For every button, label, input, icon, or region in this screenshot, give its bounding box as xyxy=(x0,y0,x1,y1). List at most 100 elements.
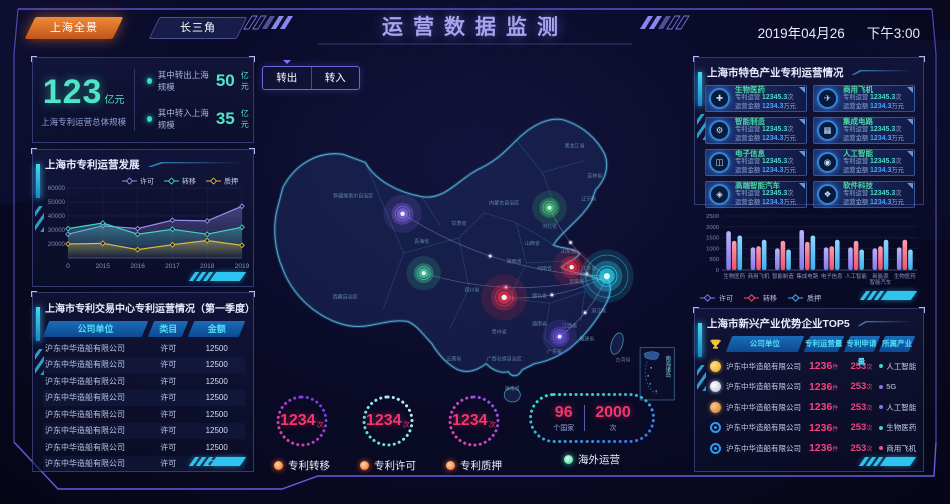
rank-cell xyxy=(705,442,726,454)
svg-text:许可: 许可 xyxy=(140,177,154,186)
card-stat-amount: 运营金额 1234.3万元 xyxy=(843,135,904,144)
panel-decor xyxy=(188,457,247,466)
stat-value: 12345.3 xyxy=(869,126,896,134)
card-stat-operations: 专利运营 12345.3次 xyxy=(843,190,904,199)
card-info: 智能制造 专利运营 12345.3次 运营金额 1234.3万元 xyxy=(735,117,796,144)
map-mode-toggle: 转出 转入 xyxy=(262,60,360,90)
category-cell: 许可 xyxy=(160,409,177,419)
stat-label: 专利运营 xyxy=(843,94,869,102)
card-info: 集成电路 专利运营 12345.3次 运营金额 1234.3万元 xyxy=(843,117,904,144)
gauge-label: 海外运营 xyxy=(578,454,620,466)
svg-text:青海省: 青海省 xyxy=(414,238,429,245)
svg-text:山东省: 山东省 xyxy=(561,248,576,255)
times-label: 次 xyxy=(609,424,617,432)
stat-unit: 次 xyxy=(895,158,902,166)
rank-circle-icon xyxy=(710,442,721,454)
total-unit: 亿元 xyxy=(104,94,125,106)
svg-text:生物医药: 生物医药 xyxy=(894,272,916,280)
table-row: 沪东中华造船有限公司 许可 12500 xyxy=(43,373,245,390)
svg-text:0: 0 xyxy=(66,263,70,270)
stat-label: 运营金额 xyxy=(843,167,869,175)
transfer-out-toggle[interactable]: 转出 xyxy=(263,60,311,89)
card-stat-amount: 运营金额 1234.3万元 xyxy=(735,135,796,144)
stat-unit: 万元 xyxy=(891,135,904,143)
panel-decor xyxy=(697,114,706,140)
svg-text:人工智能: 人工智能 xyxy=(845,272,867,280)
toggle-label: 转出 xyxy=(276,72,298,84)
company-cell: 沪东中华造船有限公司 xyxy=(45,426,125,436)
industry-card: ⚙ 智能制造 专利运营 12345.3次 运营金额 1234.3万元 xyxy=(705,117,807,144)
svg-text:集成电路: 集成电路 xyxy=(797,272,819,280)
ai-icon: ◉ xyxy=(817,152,838,173)
dotted-ring xyxy=(276,395,328,447)
industry-card-grid: ✚ 生物医药 专利运营 12345.3次 运营金额 1234.3万元 ✈ 商用飞机 专利运营… xyxy=(705,85,915,208)
card-stat-operations: 专利运营 12345.3次 xyxy=(735,94,796,103)
svg-text:黑龙江省: 黑龙江省 xyxy=(565,142,585,149)
category-cell: 许可 xyxy=(160,426,177,436)
panel-title: 上海市专利运营发展 xyxy=(45,159,140,171)
stat-unit: 次 xyxy=(895,190,902,198)
stat-value: 12345.3 xyxy=(761,190,788,198)
stat-unit: 次 xyxy=(787,126,794,134)
stat-label: 专利运营 xyxy=(843,158,869,166)
stat-unit: 次 xyxy=(895,126,902,134)
card-stat-amount: 运营金额 1234.3万元 xyxy=(735,199,796,208)
date-label: 2019年04月26 xyxy=(757,26,845,41)
company-cell: 沪东中华造船有限公司 xyxy=(45,442,125,452)
stat-value: 12345.3 xyxy=(869,94,896,102)
svg-text:智能制造: 智能制造 xyxy=(772,272,794,280)
svg-text:广东省: 广东省 xyxy=(547,349,562,356)
svg-text:生物医药: 生物医药 xyxy=(723,272,745,280)
svg-text:电子信息: 电子信息 xyxy=(821,272,843,280)
bullet-icon xyxy=(274,461,283,470)
table-row: 沪东中华造船有限公司 1236件 253次 生物医药 xyxy=(705,418,916,439)
bronze-medal-icon xyxy=(710,401,721,413)
stat-label: 专利运营 xyxy=(735,126,761,134)
trophy-icon xyxy=(709,339,722,349)
stat-unit: 次 xyxy=(787,158,794,166)
tab-yangtze-delta[interactable]: 长三角 xyxy=(148,17,248,39)
panel-decor xyxy=(188,272,247,281)
table-body: 沪东中华造船有限公司 许可 12500 沪东中华造船有限公司 许可 12500 沪东中华造船… xyxy=(43,340,245,472)
card-stat-amount: 运营金额 1234.3万元 xyxy=(843,199,904,208)
svg-text:福建省: 福建省 xyxy=(579,336,594,343)
stat-value: 12345.3 xyxy=(869,158,896,166)
company-cell: 沪东中华造船有限公司 xyxy=(726,361,801,371)
gauge-unit: 次 xyxy=(402,420,411,429)
col-operations: 专利运营量 xyxy=(804,335,844,353)
table-body: 沪东中华造船有限公司 1236件 253次 人工智能 沪东中华造船有限公司 1236件 25… xyxy=(705,356,916,459)
svg-text:2015: 2015 xyxy=(96,263,111,270)
tab-shanghai-overview[interactable]: 上海全景 xyxy=(24,17,124,39)
tab-label: 上海全景 xyxy=(50,22,98,34)
category-cell: 许可 xyxy=(160,360,177,370)
amount-cell: 12500 xyxy=(205,442,228,452)
rank-cell xyxy=(705,422,726,434)
card-stat-operations: 专利运营 12345.3次 xyxy=(735,158,796,167)
card-title: 电子信息 xyxy=(735,149,765,159)
datetime: 2019年04月26 下午3:00 xyxy=(758,22,920,42)
industry-dot-icon xyxy=(879,446,884,451)
gauge-unit: 次 xyxy=(488,420,497,429)
svg-text:山西省: 山西省 xyxy=(525,240,540,247)
svg-text:智能汽车: 智能汽车 xyxy=(870,278,892,286)
category-cell: 许可 xyxy=(160,343,177,353)
card-stat-amount: 运营金额 1234.3万元 xyxy=(735,103,796,112)
company-cell: 沪东中华造船有限公司 xyxy=(726,443,801,453)
card-stat-operations: 专利运营 12345.3次 xyxy=(735,126,796,135)
applications-cell: 253次 xyxy=(850,401,873,413)
stat-unit: 万元 xyxy=(783,167,796,175)
transfer-in-toggle[interactable]: 转入 xyxy=(310,67,360,89)
operations-cell: 1236件 xyxy=(808,442,839,455)
panel-decor xyxy=(859,291,918,300)
svg-text:2500: 2500 xyxy=(706,214,719,220)
total-scale: 123 亿元 上海专利运营总体规模 xyxy=(33,73,134,128)
divider xyxy=(584,405,586,431)
table-row: 沪东中华造船有限公司 许可 12500 xyxy=(43,422,245,439)
card-title: 商用飞机 xyxy=(843,85,873,95)
page-title: 运营数据监测 xyxy=(382,16,568,39)
operations-cell: 1236件 xyxy=(808,401,839,414)
industry-card: ❖ 软件科技 专利运营 12345.3次 运营金额 1234.3万元 xyxy=(813,181,915,208)
amount-cell: 12500 xyxy=(205,393,228,403)
